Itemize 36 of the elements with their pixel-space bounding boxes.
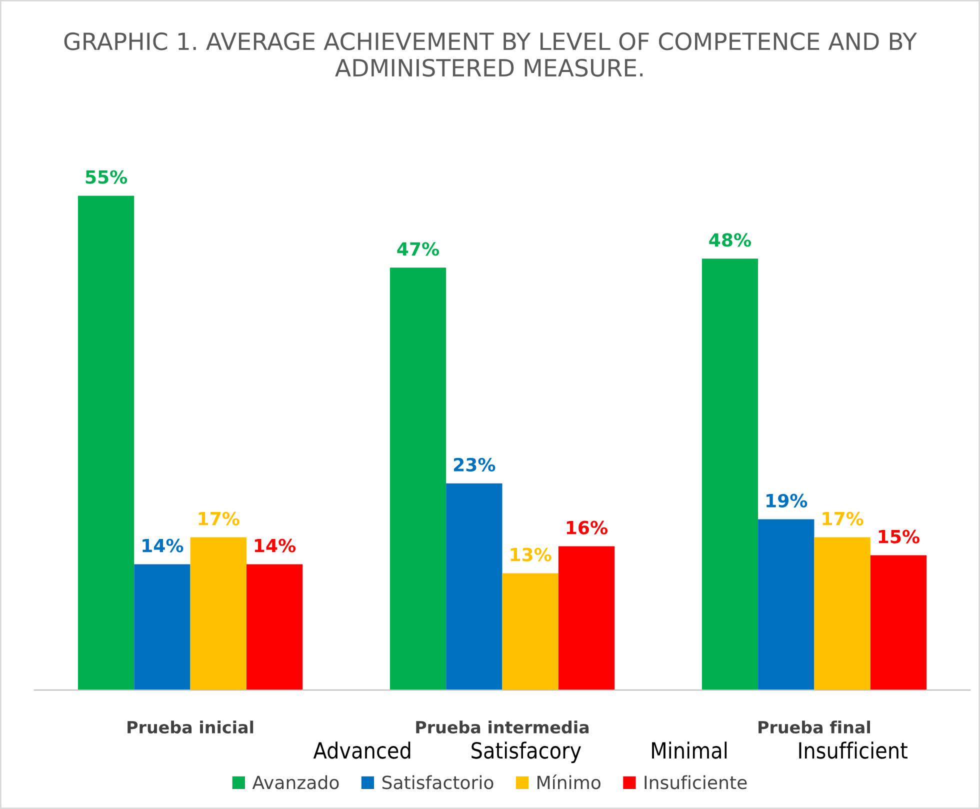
data-label: 48%: [709, 233, 752, 247]
legend-label: Satisfactorio: [382, 775, 494, 790]
data-label: 15%: [878, 530, 920, 544]
x-tick-label: Prueba intermedia: [416, 720, 589, 734]
data-label: 13%: [510, 548, 552, 562]
data-label: 17%: [198, 512, 240, 526]
chart-title: GRAPHIC 1. AVERAGE ACHIEVEMENT BY LEVEL OF COMPETENCE AND BY ADMINISTERED MEASURE.: [64, 32, 918, 77]
data-label: 14%: [142, 538, 184, 552]
bar: [390, 268, 446, 690]
legend-label: Mínimo: [538, 774, 600, 790]
text: Satisfacory: [472, 742, 581, 764]
text: Minimal: [652, 742, 727, 759]
data-label: 19%: [766, 494, 808, 508]
data-label: 14%: [254, 538, 296, 552]
legend-label: Insuficiente: [644, 775, 747, 790]
text: Insufficient: [799, 742, 908, 759]
bar: [758, 519, 814, 690]
bar: [446, 483, 502, 690]
bar: [502, 573, 558, 690]
bar: [190, 537, 246, 690]
x-tick-label: Prueba inicial: [128, 720, 254, 734]
data-label: 23%: [454, 458, 496, 472]
legend-label: Avanzado: [252, 775, 339, 790]
x-tick-label: Prueba final: [758, 720, 870, 734]
data-label: 55%: [86, 170, 128, 184]
bar: [702, 258, 758, 690]
bar: [78, 196, 134, 690]
data-label: 17%: [822, 512, 864, 526]
bar: [814, 537, 870, 690]
text: Advanced: [313, 742, 410, 759]
bar: [134, 564, 190, 690]
bar: [246, 564, 303, 690]
bar: [558, 546, 615, 690]
data-label: 16%: [566, 520, 608, 534]
bar: [870, 555, 927, 690]
data-label: 47%: [397, 242, 440, 256]
